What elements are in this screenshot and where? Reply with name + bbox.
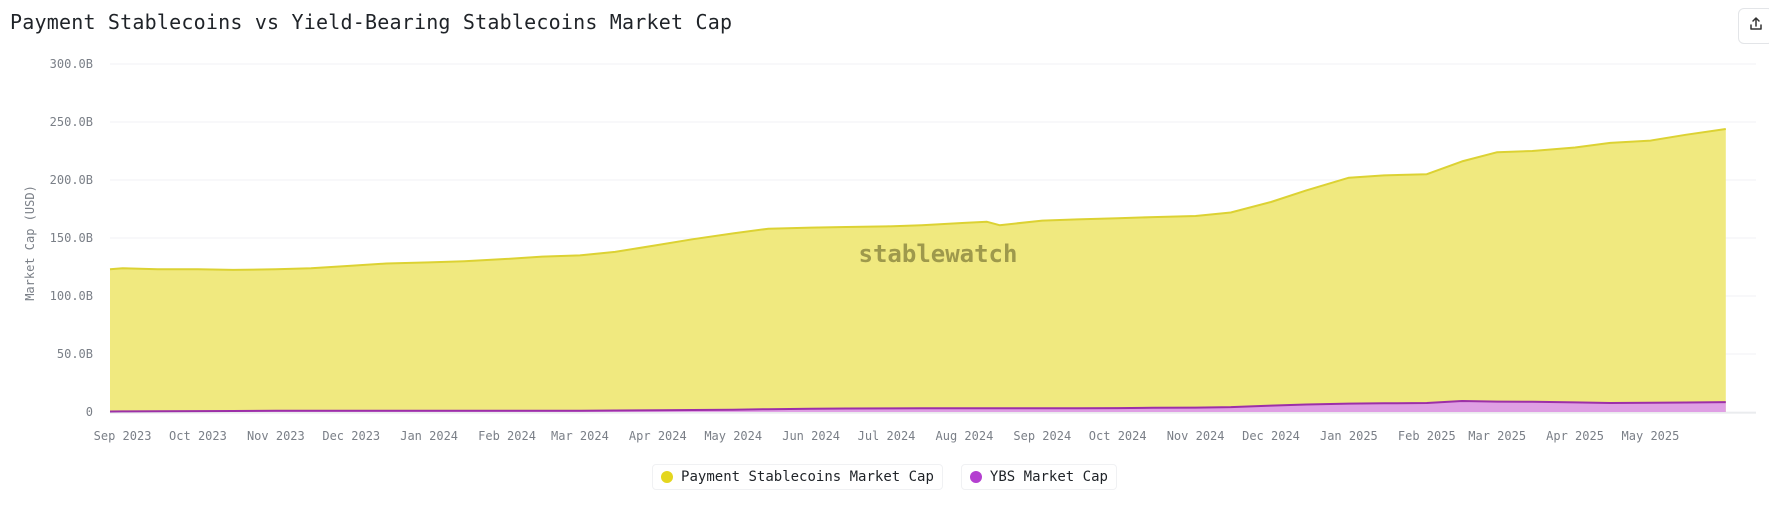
x-tick-label: Mar 2024 bbox=[551, 429, 609, 443]
y-tick-label: 0 bbox=[86, 405, 93, 419]
x-tick-label: Sep 2023 bbox=[94, 429, 152, 443]
x-tick-label: Sep 2024 bbox=[1013, 429, 1071, 443]
x-tick-label: May 2024 bbox=[704, 429, 762, 443]
series-line-payment-stablecoins bbox=[109, 128, 1726, 271]
y-tick-label: 150.0B bbox=[50, 231, 93, 245]
chart-title: Payment Stablecoins vs Yield-Bearing Sta… bbox=[10, 10, 733, 34]
legend: Payment Stablecoins Market Cap YBS Marke… bbox=[0, 464, 1769, 490]
legend-label-payment: Payment Stablecoins Market Cap bbox=[681, 469, 934, 485]
x-tick-label: Aug 2024 bbox=[936, 429, 994, 443]
legend-label-ybs: YBS Market Cap bbox=[989, 469, 1108, 485]
legend-swatch-payment bbox=[661, 471, 674, 483]
x-tick-label: Jun 2024 bbox=[782, 429, 840, 443]
series-area-ybs bbox=[110, 401, 1726, 412]
watermark: stablewatch bbox=[859, 240, 1018, 268]
y-tick-label: 300.0B bbox=[50, 57, 93, 71]
y-tick-label: 250.0B bbox=[50, 115, 93, 129]
x-tick-label: Apr 2025 bbox=[1546, 429, 1604, 443]
area-layer bbox=[109, 128, 1726, 413]
x-tick-label: Nov 2024 bbox=[1167, 429, 1225, 443]
axis-layer: 0 50.0B 100.0B 150.0B 200.0B 250.0B 300.0B Sep … bbox=[50, 57, 1756, 443]
x-tick-label: Jan 2024 bbox=[400, 429, 458, 443]
series-line-ybs bbox=[109, 400, 1726, 413]
x-tick-label: Apr 2024 bbox=[629, 429, 687, 443]
y-tick-label: 100.0B bbox=[50, 289, 93, 303]
series-area-payment-stablecoins bbox=[110, 129, 1726, 412]
legend-swatch-ybs bbox=[969, 471, 982, 483]
legend-item-payment[interactable]: Payment Stablecoins Market Cap bbox=[652, 464, 943, 490]
x-tick-label: Mar 2025 bbox=[1468, 429, 1526, 443]
y-tick-label: 200.0B bbox=[50, 173, 93, 187]
x-tick-label: May 2025 bbox=[1622, 429, 1680, 443]
x-tick-label: Feb 2025 bbox=[1398, 429, 1456, 443]
x-tick-label: Feb 2024 bbox=[478, 429, 536, 443]
y-axis-label: Market Cap (USD) bbox=[23, 185, 37, 301]
share-icon bbox=[1748, 16, 1764, 36]
x-tick-label: Oct 2023 bbox=[169, 429, 227, 443]
share-button[interactable] bbox=[1738, 8, 1769, 44]
x-tick-label: Jul 2024 bbox=[858, 429, 916, 443]
legend-item-ybs[interactable]: YBS Market Cap bbox=[960, 464, 1117, 490]
area-chart: stablewatch 0 50.0B 100.0B 150.0B 200.0B 250.… bbox=[23, 57, 1756, 443]
x-tick-label: Dec 2024 bbox=[1242, 429, 1300, 443]
x-tick-label: Nov 2023 bbox=[247, 429, 305, 443]
x-tick-label: Oct 2024 bbox=[1089, 429, 1147, 443]
x-tick-label: Jan 2025 bbox=[1320, 429, 1378, 443]
x-tick-label: Dec 2023 bbox=[322, 429, 380, 443]
y-tick-label: 50.0B bbox=[57, 347, 93, 361]
